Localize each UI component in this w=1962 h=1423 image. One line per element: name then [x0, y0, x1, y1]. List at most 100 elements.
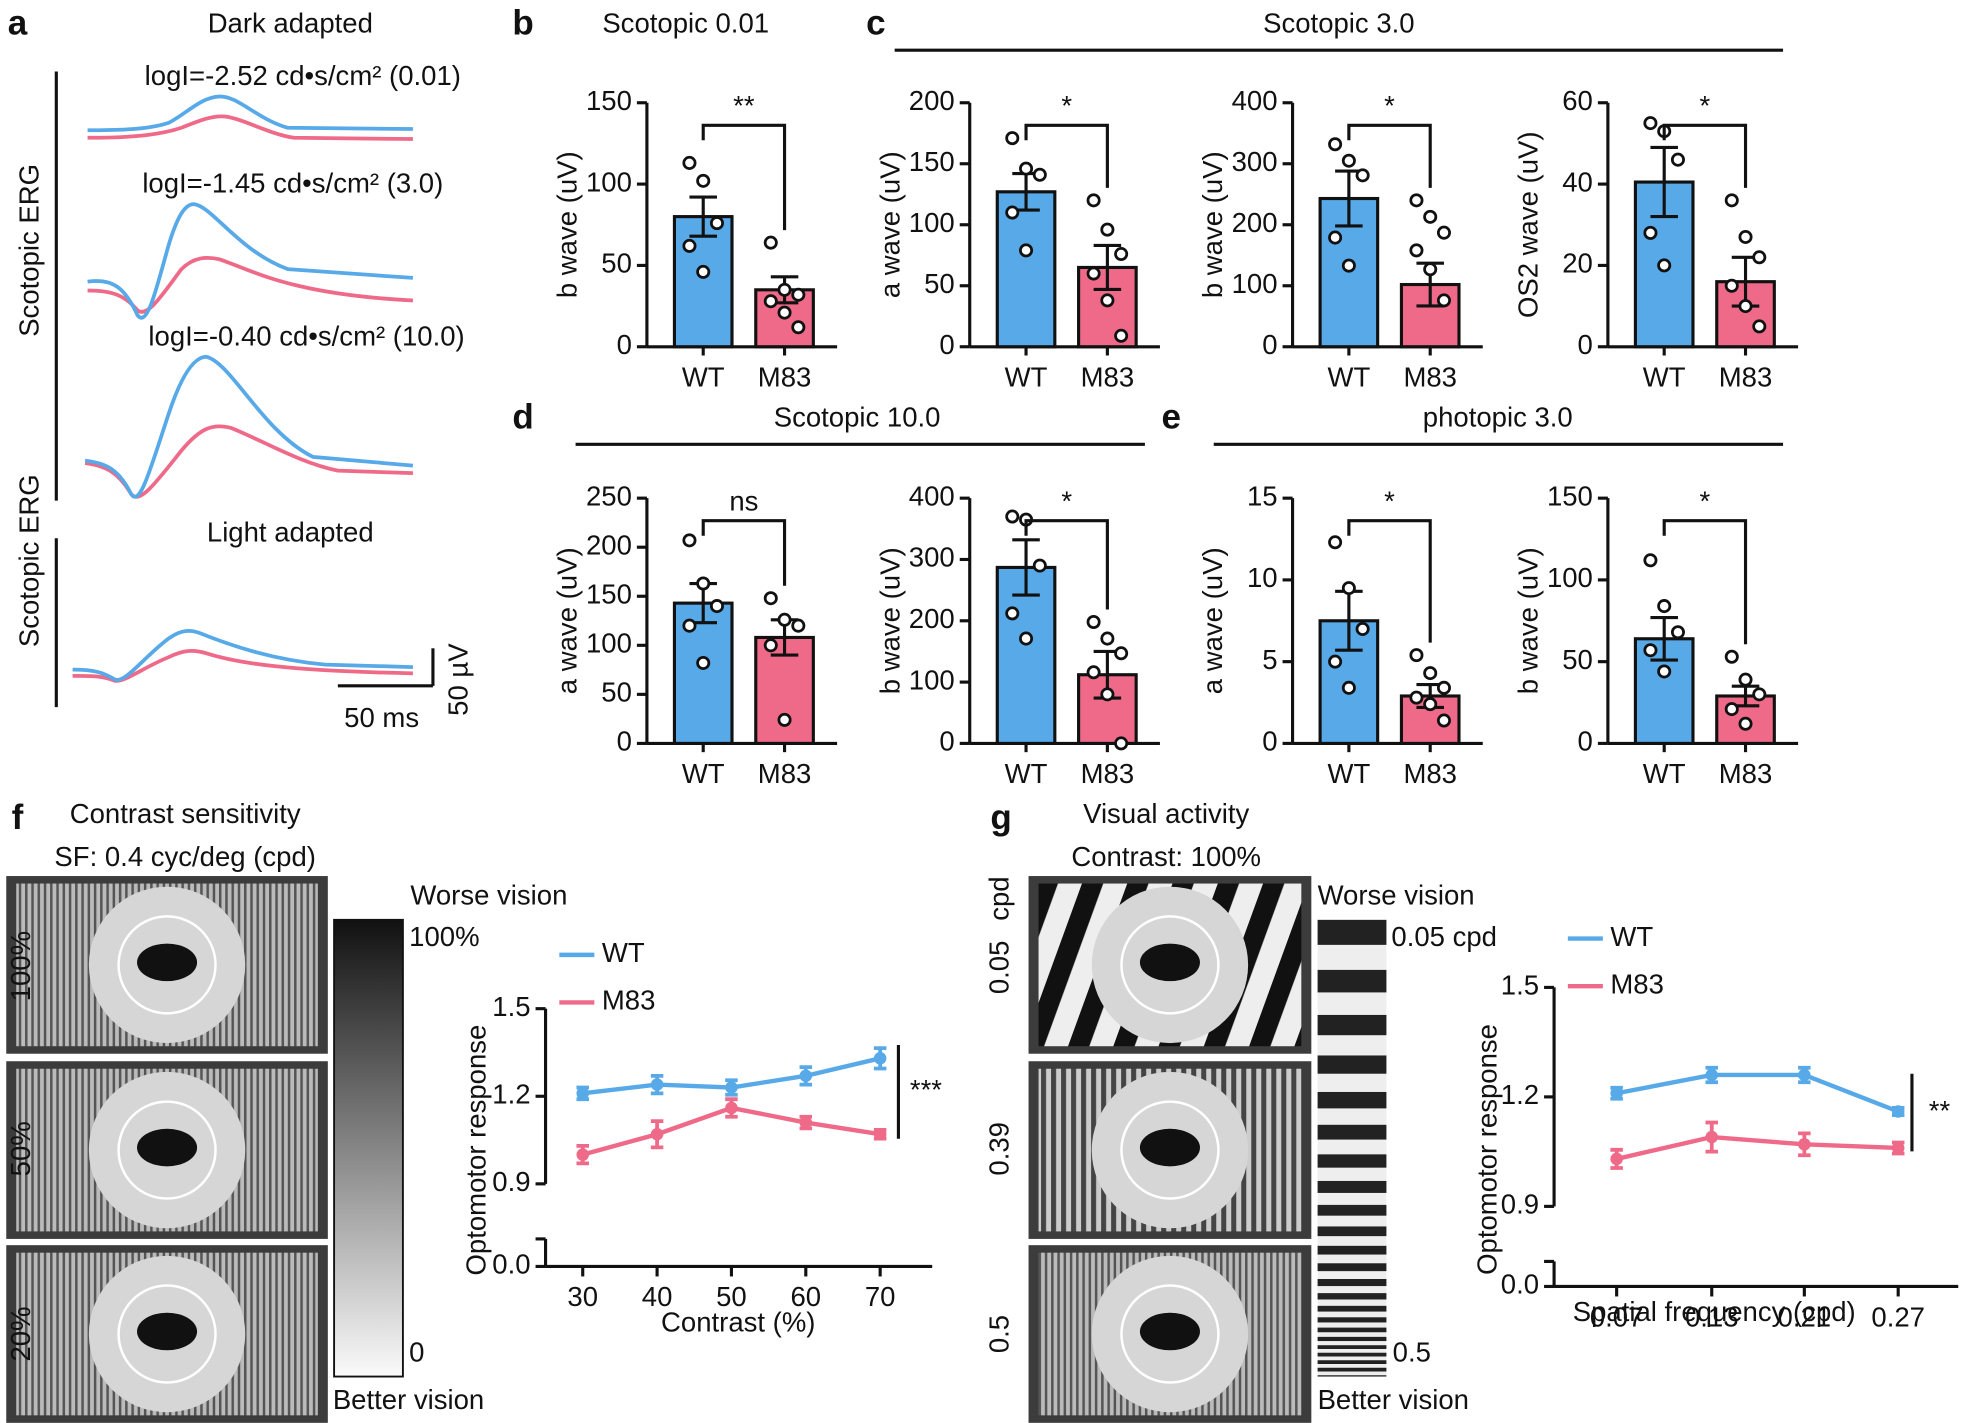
acuity-stripe — [1317, 1263, 1387, 1272]
x-tick-label: WT — [1327, 758, 1370, 789]
significance-bracket — [1347, 123, 1432, 188]
data-point — [1328, 230, 1343, 245]
photo-ring — [117, 1100, 217, 1200]
erg-intensity: logI=-0.40 cd•s/cm² (10.0) — [148, 320, 464, 351]
data-point — [1891, 1105, 1905, 1118]
contrast-bar — [333, 918, 404, 1378]
acuity-stripe — [1317, 1180, 1387, 1193]
data-point — [1423, 209, 1438, 224]
y-tick-label: 300 — [909, 542, 955, 573]
x-tick-label: M83 — [1081, 362, 1135, 393]
acuity-stripe — [1317, 1091, 1387, 1109]
data-point — [873, 1127, 887, 1141]
y-tick-label: 100 — [909, 664, 955, 695]
group-title: photopic 3.0 — [1423, 402, 1573, 433]
significance-bracket — [1024, 123, 1109, 188]
data-point — [1328, 535, 1343, 550]
data-point — [1752, 250, 1767, 265]
y-axis-label: b wave (uV) — [874, 547, 905, 694]
chart-title: Scotopic 0.01 — [602, 7, 769, 38]
y-tick-label: 0 — [1262, 329, 1277, 360]
bar-caption: 100% — [409, 921, 479, 952]
scale-label: 50 µV — [443, 643, 474, 716]
significance-bracket — [1347, 519, 1432, 643]
significance-label: * — [1384, 90, 1395, 121]
data-point — [1086, 615, 1101, 630]
data-point — [1114, 328, 1129, 343]
row-label: 0.5 — [983, 1315, 1014, 1353]
data-point — [650, 1127, 664, 1141]
acuity-stripe — [1317, 1352, 1387, 1357]
data-point — [1643, 116, 1658, 131]
x-tick-label: M83 — [758, 362, 812, 393]
panel-letter: f — [12, 798, 24, 837]
y-axis-label: OS2 wave (uV) — [1513, 131, 1544, 318]
x-tick-label: WT — [682, 758, 725, 789]
data-point — [1891, 1141, 1905, 1155]
y-axis-label: b wave (uV) — [1197, 151, 1228, 298]
data-point — [1738, 716, 1753, 731]
y-tick-label: 100 — [909, 207, 955, 238]
y-tick-label: 10 — [1247, 562, 1278, 593]
significance-label: ** — [733, 90, 755, 121]
photo-title: Contrast sensitivity — [70, 798, 301, 829]
bar — [1715, 280, 1776, 349]
y-tick-label: 0 — [939, 329, 954, 360]
x-tick-label: 0.21 — [1778, 1301, 1832, 1332]
data-point — [1657, 664, 1672, 679]
data-point — [682, 618, 697, 633]
data-point — [791, 287, 806, 302]
y-axis-label: a wave (uV) — [1197, 547, 1228, 694]
series-line — [1616, 1072, 1899, 1114]
bar — [672, 215, 734, 349]
data-point — [1100, 222, 1115, 237]
bar-caption: 0 — [409, 1336, 424, 1367]
significance-bracket — [1662, 519, 1748, 645]
legend-label: WT — [1610, 921, 1653, 952]
acuity-stripe — [1317, 1154, 1387, 1168]
significance-label: *** — [910, 1074, 942, 1105]
y-tick-label: 150 — [586, 579, 632, 610]
erg-trace — [84, 354, 414, 499]
significance-bracket — [701, 519, 787, 586]
error-bar — [689, 195, 717, 238]
y-tick-label: 0 — [1578, 726, 1593, 757]
photo-subtitle: SF: 0.4 cyc/deg (cpd) — [54, 841, 316, 872]
data-point — [1409, 648, 1424, 663]
x-tick-label: WT — [1005, 362, 1048, 393]
y-tick-label: 0.0 — [1501, 1269, 1539, 1300]
y-tick-label: 250 — [586, 480, 632, 511]
data-point — [1355, 621, 1370, 636]
data-point — [1005, 606, 1020, 621]
data-point — [1032, 167, 1047, 182]
data-point — [1738, 672, 1753, 687]
row-label: 50% — [5, 1121, 36, 1176]
photo-title: Visual activity — [1083, 798, 1249, 829]
bar — [995, 565, 1057, 745]
erg-intensity: logI=-1.45 cd•s/cm² (3.0) — [142, 168, 443, 199]
data-point — [1436, 225, 1451, 240]
photo-mouse — [1139, 1312, 1200, 1351]
data-point — [1341, 258, 1356, 273]
y-tick-label: 200 — [1232, 207, 1278, 238]
data-point — [576, 1087, 589, 1100]
legend-label: WT — [602, 937, 645, 968]
data-point — [777, 305, 792, 320]
acuity-stripe — [1317, 1360, 1387, 1364]
data-point — [1341, 153, 1356, 168]
photo-mouse — [137, 943, 198, 982]
data-point — [1423, 666, 1438, 681]
x-tick-label: 50 — [716, 1281, 747, 1312]
significance-label: * — [1061, 90, 1072, 121]
y-tick-label: 0 — [1262, 726, 1277, 757]
bar-caption: Better vision — [333, 1384, 484, 1415]
y-tick-label: 0 — [617, 726, 632, 757]
x-tick-label: WT — [1005, 758, 1048, 789]
data-point — [1752, 319, 1767, 334]
row-label: 0.39 — [983, 1122, 1014, 1176]
y-tick-label: 100 — [586, 166, 632, 197]
data-point — [1086, 665, 1101, 680]
x-tick-label: 0.27 — [1871, 1301, 1925, 1332]
data-point — [1436, 293, 1451, 308]
y-tick-label: 0.9 — [1501, 1189, 1539, 1220]
